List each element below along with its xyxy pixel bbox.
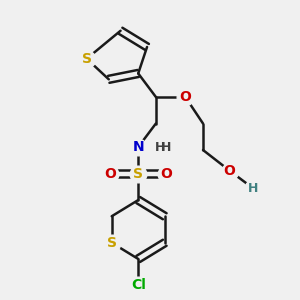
Text: S: S [133, 167, 143, 181]
Text: S: S [82, 52, 92, 66]
Text: O: O [179, 90, 191, 104]
Text: O: O [224, 164, 236, 178]
Text: H: H [248, 182, 258, 195]
Text: O: O [104, 167, 116, 181]
Text: Cl: Cl [131, 278, 146, 292]
Text: H: H [161, 141, 171, 154]
Text: S: S [107, 236, 117, 250]
Text: O: O [160, 167, 172, 181]
Text: N: N [132, 140, 144, 154]
Text: H: H [155, 141, 166, 154]
